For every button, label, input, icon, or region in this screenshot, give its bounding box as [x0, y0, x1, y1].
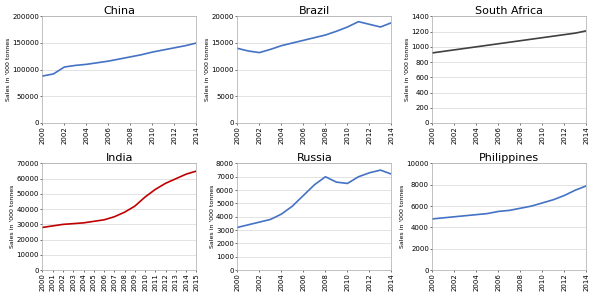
Y-axis label: Sales in '000 tonnes: Sales in '000 tonnes	[10, 185, 15, 249]
Title: India: India	[106, 153, 133, 163]
Title: South Africa: South Africa	[475, 6, 543, 15]
Title: Brazil: Brazil	[299, 6, 330, 15]
Y-axis label: Sales in '000 tonnes: Sales in '000 tonnes	[5, 38, 11, 101]
Y-axis label: Sales in '000 tonnes: Sales in '000 tonnes	[205, 38, 210, 101]
Title: Russia: Russia	[296, 153, 333, 163]
Y-axis label: Sales in '000 tonnes: Sales in '000 tonnes	[209, 185, 215, 249]
Y-axis label: Sales in '000 tonnes: Sales in '000 tonnes	[405, 38, 409, 101]
Title: China: China	[104, 6, 136, 15]
Title: Philippines: Philippines	[480, 153, 540, 163]
Y-axis label: Sales in '000 tonnes: Sales in '000 tonnes	[400, 185, 405, 249]
